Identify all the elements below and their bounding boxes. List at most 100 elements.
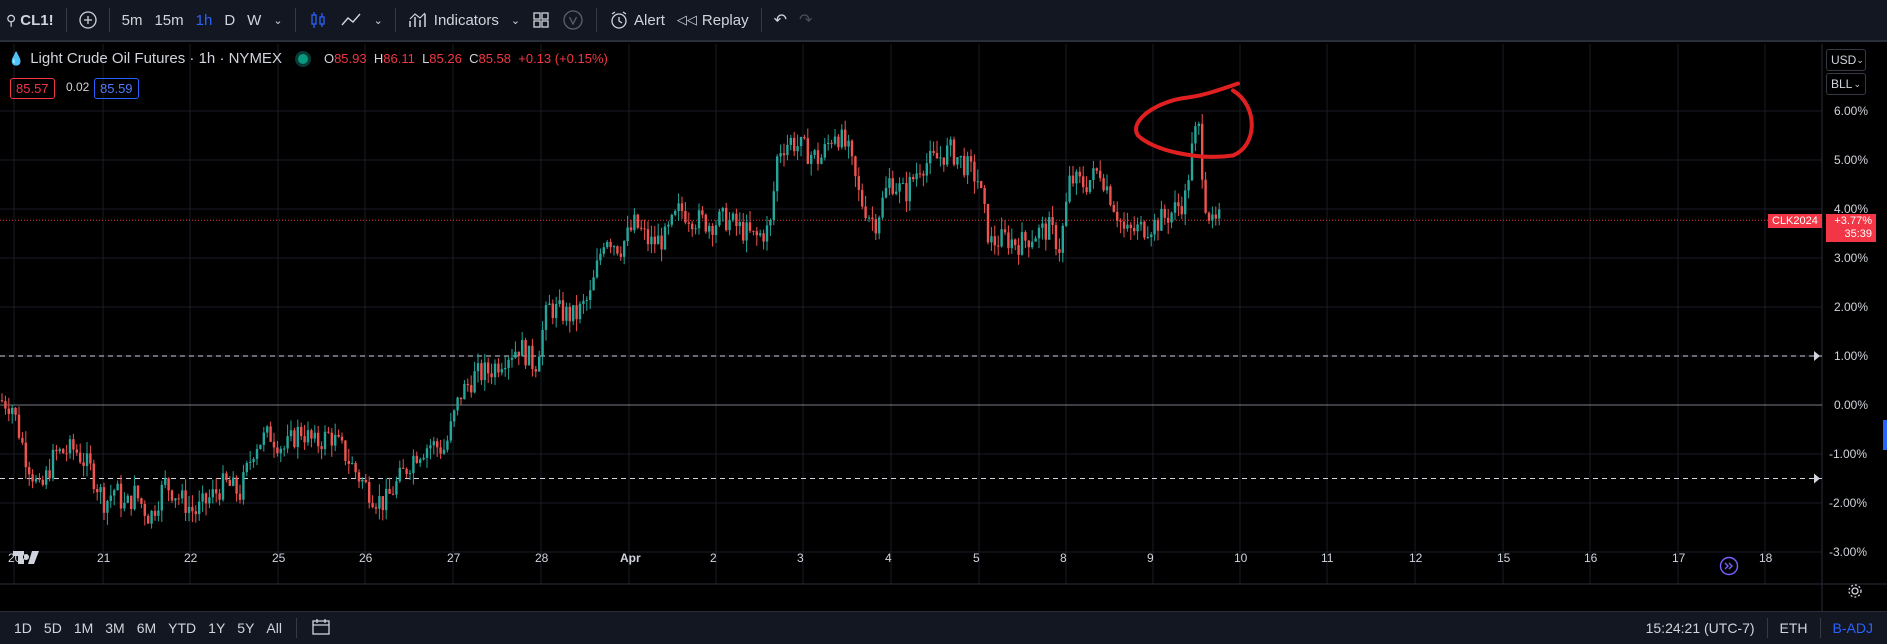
replay-button[interactable]: ◁◁ Replay [671, 0, 755, 41]
interval-dropdown[interactable]: ⌄ [267, 0, 288, 41]
strategy-button[interactable] [556, 0, 590, 41]
ohlc-values: O85.93 H86.11 L85.26 C85.58 +0.13 (+0.15… [324, 51, 608, 66]
range-5y[interactable]: 5Y [237, 620, 255, 636]
candle-body [425, 448, 429, 458]
add-symbol-button[interactable] [73, 0, 103, 41]
candle-body [660, 235, 663, 250]
candle-body [487, 362, 490, 374]
candle-body [344, 440, 347, 461]
candle-body [912, 176, 915, 180]
go-to-date-button[interactable] [305, 618, 337, 639]
range-3m[interactable]: 3M [105, 620, 125, 636]
candle-body [92, 463, 95, 490]
redo-button[interactable]: ↷ [793, 0, 818, 41]
candle-body [255, 449, 259, 459]
chevron-down-icon: ⌄ [1856, 54, 1864, 65]
range-ytd[interactable]: YTD [168, 620, 197, 636]
range-5d[interactable]: 5D [43, 620, 62, 636]
candle-body [762, 233, 765, 242]
candle-body [480, 363, 483, 381]
candle-body [391, 493, 395, 495]
candle-body [803, 137, 806, 139]
alert-button[interactable]: Alert [603, 0, 671, 41]
clock[interactable]: 15:24:21 (UTC-7) [1645, 620, 1755, 636]
bid-price-box[interactable]: 85.57 [10, 78, 55, 99]
ask-price-box[interactable]: 85.59 [94, 78, 139, 99]
candle-body [626, 227, 629, 242]
candle-body [561, 300, 565, 321]
range-all[interactable]: All [266, 620, 282, 636]
chart-type-line-button[interactable] [334, 0, 368, 41]
candle-body [986, 203, 990, 243]
divider [1766, 618, 1768, 638]
candle-body [1194, 126, 1197, 144]
interval-w[interactable]: W [247, 11, 262, 29]
interval-5m[interactable]: 5m [121, 11, 143, 29]
price-tick-label: -2.00% [1829, 496, 1868, 510]
candle-body [908, 176, 911, 202]
chart-type-candles-button[interactable] [302, 0, 334, 41]
candle-body [646, 229, 650, 245]
candle-body [191, 506, 194, 512]
indicators-button[interactable]: Indicators [402, 0, 505, 41]
candle-body [374, 507, 378, 509]
alert-label: Alert [634, 11, 665, 29]
candle-body [130, 495, 133, 510]
range-1d[interactable]: 1D [14, 620, 32, 636]
candle-body [17, 414, 21, 438]
candle-body [779, 153, 782, 157]
candle-body [772, 191, 775, 220]
interval-d[interactable]: D [224, 11, 236, 29]
adjustment-toggle[interactable]: B-ADJ [1832, 620, 1873, 636]
price-tick-label: 3.00% [1834, 251, 1869, 265]
undo-button[interactable]: ↶ [768, 0, 793, 41]
candle-body [361, 479, 364, 482]
symbol-title[interactable]: Light Crude Oil Futures · 1h · NYMEX [30, 50, 282, 67]
range-1y[interactable]: 1Y [208, 620, 226, 636]
candle-body [143, 503, 146, 516]
candle-body [776, 156, 779, 192]
candle-body [109, 495, 112, 501]
candle-body [405, 468, 408, 474]
candle-body [99, 487, 102, 493]
currency-button[interactable]: USD ⌄ [1826, 49, 1866, 71]
candle-body [844, 129, 847, 147]
candle-body [687, 222, 690, 224]
candle-body [293, 430, 296, 447]
candle-body [351, 462, 354, 464]
panel-edge-handle[interactable] [1883, 420, 1887, 450]
chart-type-dropdown[interactable]: ⌄ [368, 0, 389, 41]
candle-body [1031, 241, 1034, 248]
current-percent: +3.77% [1834, 215, 1872, 227]
top-toolbar: ⚲ CL1! 5m 15m 1h D W ⌄ ⌄ Indicators ⌄ Al… [0, 0, 1887, 42]
candle-body [623, 241, 626, 257]
scroll-to-realtime-button[interactable] [1719, 556, 1739, 581]
time-tick-label: 18 [1759, 551, 1773, 565]
candle-body [72, 439, 75, 450]
candle-body [939, 157, 942, 159]
tradingview-logo[interactable] [12, 548, 46, 571]
candle-body [555, 304, 558, 319]
candle-body [473, 371, 476, 393]
time-tick-label: 2 [710, 551, 717, 565]
symbol-search[interactable]: ⚲ CL1! [0, 0, 60, 41]
layout-button[interactable] [526, 0, 556, 41]
session-toggle[interactable]: ETH [1779, 620, 1808, 636]
candle-body [827, 142, 830, 145]
candle-body [181, 490, 184, 499]
unit-button[interactable]: BLL ⌄ [1826, 73, 1866, 95]
candle-body [643, 228, 646, 230]
candle-body [21, 437, 24, 443]
chart-settings-button[interactable] [1847, 583, 1863, 599]
interval-1h[interactable]: 1h [195, 11, 213, 29]
candle-body [572, 305, 575, 322]
indicators-dropdown[interactable]: ⌄ [505, 0, 526, 41]
candle-body [738, 222, 741, 227]
candle-body [55, 449, 58, 452]
range-1m[interactable]: 1M [73, 620, 94, 636]
price-chart[interactable] [0, 44, 1887, 611]
candle-body [558, 300, 561, 305]
chart-pane[interactable] [0, 44, 1887, 611]
interval-15m[interactable]: 15m [154, 11, 184, 29]
range-6m[interactable]: 6M [136, 620, 157, 636]
